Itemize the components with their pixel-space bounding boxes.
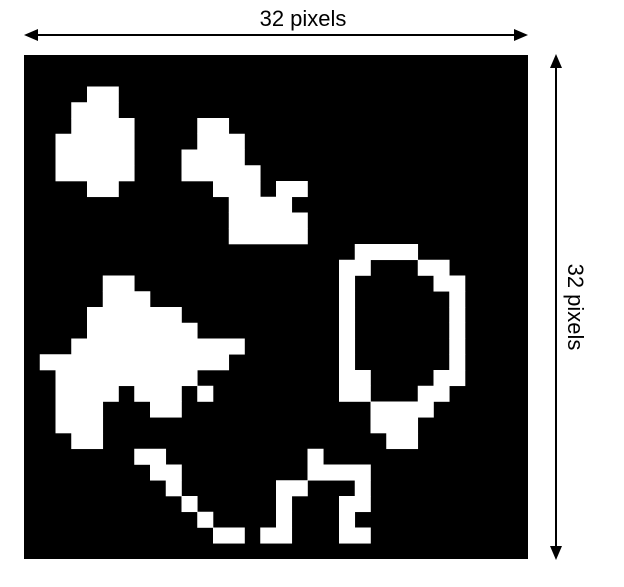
white-pixel-run: [55, 385, 119, 402]
white-pixel-run: [213, 527, 245, 544]
white-pixel-run: [449, 307, 466, 324]
white-pixel-run: [228, 212, 308, 229]
white-pixel-run: [339, 338, 356, 355]
white-pixel-run: [386, 433, 419, 450]
white-pixel-run: [55, 370, 104, 387]
height-dimension: 32 pixels: [550, 54, 588, 560]
white-pixel-run: [55, 149, 135, 166]
white-pixel-run: [354, 480, 371, 497]
white-pixel-run: [339, 496, 371, 513]
height-arrow-top: [550, 54, 562, 68]
white-pixel-run: [55, 417, 104, 434]
white-pixel-run: [417, 259, 450, 276]
white-pixel-run: [339, 291, 356, 308]
white-pixel-run: [87, 354, 230, 371]
white-pixel-run: [276, 511, 293, 528]
white-pixel-run: [449, 322, 466, 339]
white-pixel-run: [102, 370, 119, 387]
white-pixel-run: [197, 385, 214, 402]
white-pixel-run: [181, 496, 198, 513]
white-pixel-run: [339, 275, 356, 292]
white-pixel-run: [165, 480, 182, 497]
white-pixel-run: [87, 322, 198, 339]
white-pixel-run: [307, 464, 356, 481]
white-pixel-run: [354, 464, 371, 481]
white-pixel-run: [71, 118, 135, 135]
white-pixel-run: [307, 448, 324, 465]
white-pixel-run: [197, 118, 230, 135]
white-pixel-run: [260, 527, 293, 544]
white-pixel-run: [118, 370, 198, 387]
white-pixel-run: [213, 338, 245, 355]
pixel-image-foreground: [39, 86, 466, 544]
width-label: 32 pixels: [260, 6, 347, 31]
white-pixel-run: [433, 275, 466, 292]
white-pixel-run: [339, 370, 371, 387]
white-pixel-run: [433, 370, 466, 387]
height-arrow-bottom: [550, 546, 562, 560]
white-pixel-run: [87, 181, 119, 198]
white-pixel-run: [276, 181, 308, 198]
white-pixel-run: [449, 354, 466, 371]
white-pixel-run: [102, 291, 151, 308]
white-pixel-run: [276, 496, 293, 513]
white-pixel-run: [449, 291, 466, 308]
height-label: 32 pixels: [563, 264, 588, 351]
white-pixel-run: [370, 417, 419, 434]
white-pixel-run: [102, 275, 135, 292]
width-arrow-right: [514, 29, 528, 41]
white-pixel-run: [71, 338, 214, 355]
white-pixel-run: [55, 165, 135, 182]
white-pixel-run: [339, 527, 371, 544]
white-pixel-run: [150, 464, 182, 481]
white-pixel-run: [339, 322, 356, 339]
white-pixel-run: [339, 354, 356, 371]
white-pixel-run: [71, 433, 104, 450]
white-pixel-run: [449, 338, 466, 355]
white-pixel-run: [39, 354, 88, 371]
white-pixel-run: [339, 259, 371, 276]
white-pixel-run: [276, 480, 308, 497]
white-pixel-run: [354, 244, 419, 261]
white-pixel-run: [228, 196, 293, 213]
white-pixel-run: [213, 181, 261, 198]
white-pixel-run: [370, 401, 434, 418]
white-pixel-run: [87, 307, 182, 324]
white-pixel-run: [228, 228, 308, 245]
white-pixel-run: [87, 86, 119, 103]
white-pixel-run: [417, 385, 450, 402]
width-dimension: 32 pixels: [24, 6, 528, 41]
white-pixel-run: [71, 102, 119, 119]
white-pixel-run: [181, 149, 245, 166]
white-pixel-run: [134, 385, 182, 402]
white-pixel-run: [150, 401, 182, 418]
white-pixel-run: [197, 133, 245, 150]
white-pixel-run: [181, 165, 261, 182]
white-pixel-run: [55, 401, 104, 418]
white-pixel-run: [339, 385, 371, 402]
white-pixel-run: [197, 511, 214, 528]
width-arrow-left: [24, 29, 38, 41]
white-pixel-run: [339, 307, 356, 324]
white-pixel-run: [55, 133, 135, 150]
pixel-image: [24, 55, 528, 559]
white-pixel-run: [134, 448, 167, 465]
white-pixel-run: [339, 511, 356, 528]
